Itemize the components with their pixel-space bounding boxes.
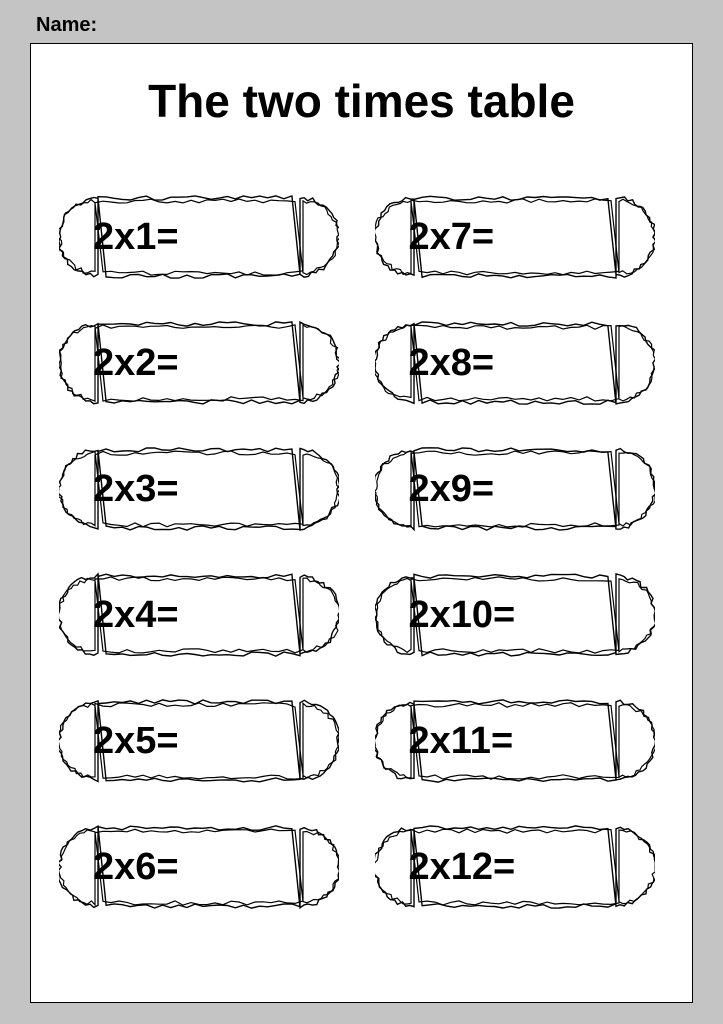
cloud-shape: 2x10= <box>375 570 655 660</box>
cloud-shape: 2x11= <box>375 696 655 786</box>
cloud-shape: 2x8= <box>375 318 655 408</box>
equation-cell: 2x6= <box>59 804 349 930</box>
equation-cell: 2x8= <box>375 300 665 426</box>
name-label: Name: <box>36 14 693 37</box>
equation-text: 2x12= <box>409 822 516 912</box>
equation-text: 2x9= <box>409 444 495 534</box>
page-title: The two times table <box>59 74 664 128</box>
equation-cell: 2x3= <box>59 426 349 552</box>
cloud-shape: 2x7= <box>375 192 655 282</box>
equation-cell: 2x11= <box>375 678 665 804</box>
equation-text: 2x1= <box>93 192 179 282</box>
equation-text: 2x2= <box>93 318 179 408</box>
equation-cell: 2x5= <box>59 678 349 804</box>
equation-cell: 2x12= <box>375 804 665 930</box>
equation-text: 2x7= <box>409 192 495 282</box>
equation-cell: 2x7= <box>375 174 665 300</box>
equation-text: 2x4= <box>93 570 179 660</box>
cloud-shape: 2x5= <box>59 696 339 786</box>
equation-cell: 2x1= <box>59 174 349 300</box>
equation-text: 2x8= <box>409 318 495 408</box>
equation-grid: 2x1= 2x7= 2x2= 2x8= <box>59 174 664 930</box>
worksheet-sheet: The two times table 2x1= 2x7= 2x2= <box>30 43 693 1003</box>
equation-cell: 2x9= <box>375 426 665 552</box>
equation-text: 2x5= <box>93 696 179 786</box>
equation-text: 2x3= <box>93 444 179 534</box>
cloud-shape: 2x2= <box>59 318 339 408</box>
cloud-shape: 2x1= <box>59 192 339 282</box>
cloud-shape: 2x6= <box>59 822 339 912</box>
cloud-shape: 2x12= <box>375 822 655 912</box>
equation-cell: 2x10= <box>375 552 665 678</box>
cloud-shape: 2x9= <box>375 444 655 534</box>
equation-cell: 2x2= <box>59 300 349 426</box>
equation-text: 2x10= <box>409 570 516 660</box>
page-container: Name: The two times table 2x1= 2x7= 2x2= <box>0 0 723 1024</box>
equation-cell: 2x4= <box>59 552 349 678</box>
equation-text: 2x11= <box>409 696 514 786</box>
cloud-shape: 2x4= <box>59 570 339 660</box>
cloud-shape: 2x3= <box>59 444 339 534</box>
equation-text: 2x6= <box>93 822 179 912</box>
